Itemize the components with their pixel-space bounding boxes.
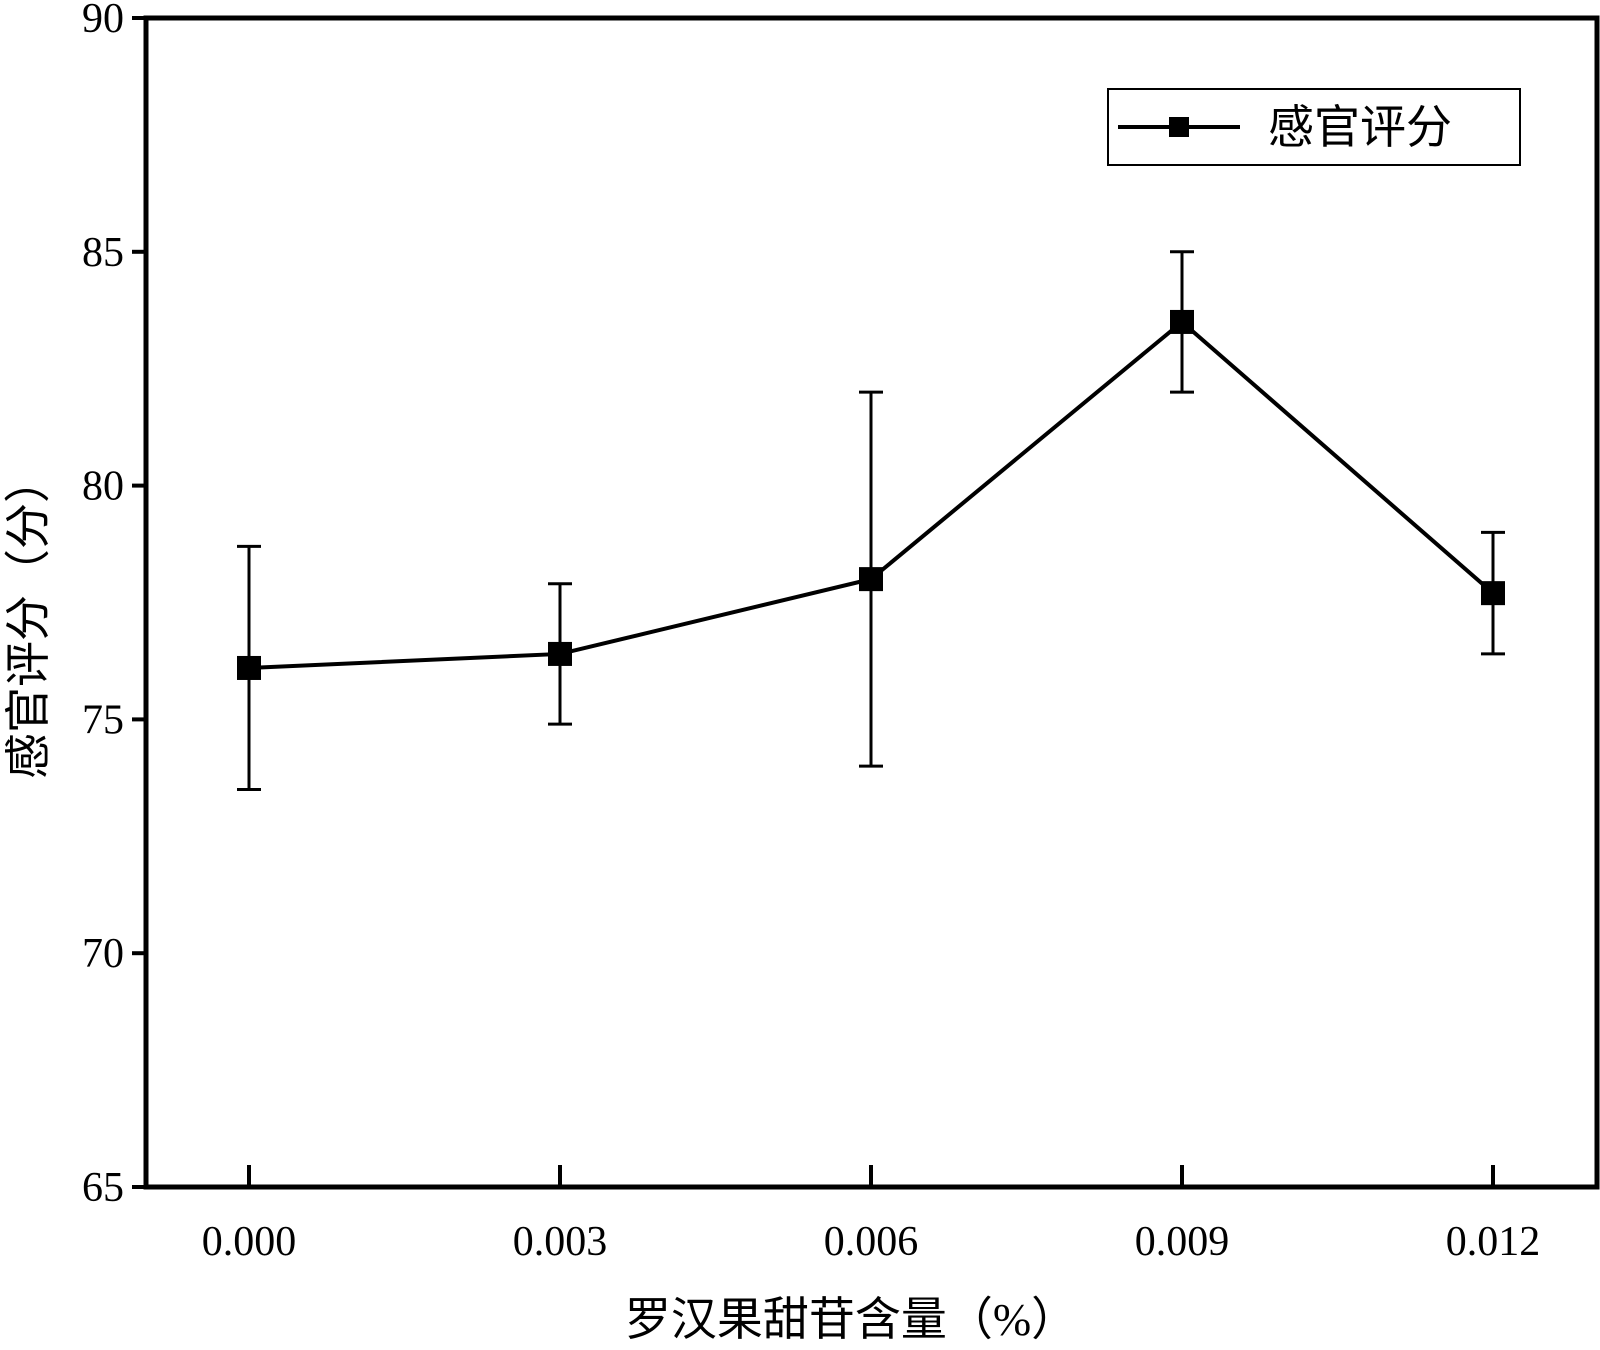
y-tick-label: 90 — [82, 0, 124, 42]
x-tick-label: 0.012 — [1446, 1219, 1541, 1265]
x-tick-label: 0.006 — [824, 1219, 919, 1265]
data-point-marker — [548, 641, 572, 666]
y-tick-label: 75 — [82, 697, 124, 743]
x-tick-label: 0.009 — [1135, 1219, 1230, 1265]
y-tick-label: 80 — [82, 464, 124, 510]
legend: 感官评分 — [1107, 88, 1521, 166]
x-axis-title: 罗汉果甜苷含量（%） — [625, 1294, 1077, 1345]
data-point-marker — [237, 655, 261, 680]
data-point-marker — [859, 567, 883, 592]
x-tick-label: 0.003 — [513, 1219, 608, 1265]
y-tick-label: 85 — [82, 230, 124, 276]
y-tick-label: 65 — [82, 1165, 124, 1211]
legend-marker-square — [1169, 117, 1189, 137]
plot-area: 65 70 75 80 85 90 0.000 0.003 0.006 0.009 0.012 — [82, 0, 1600, 1265]
y-tick-label: 70 — [82, 931, 124, 977]
y-axis-title: 感官评分（分） — [3, 457, 54, 779]
x-tick-label: 0.000 — [202, 1219, 297, 1265]
data-point-marker — [1170, 309, 1194, 334]
legend-series-label: 感官评分 — [1268, 102, 1452, 153]
data-point-marker — [1481, 581, 1505, 606]
